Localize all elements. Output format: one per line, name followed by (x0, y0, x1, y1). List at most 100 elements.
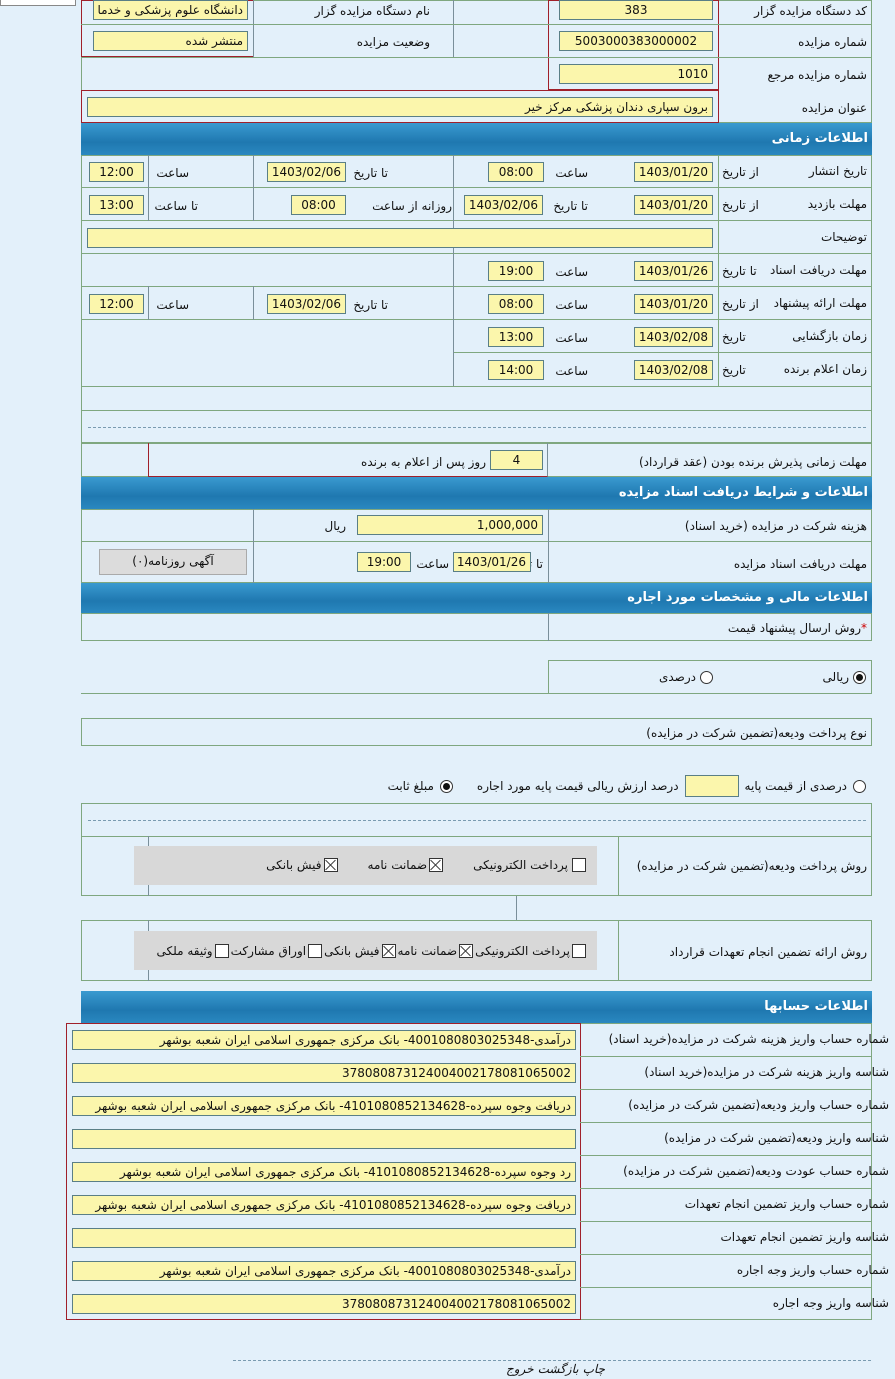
publish-to-date[interactable]: 1403/02/06 (267, 162, 346, 182)
exit-link[interactable]: خروج (506, 1362, 534, 1376)
publish-to-time[interactable]: 12:00 (89, 162, 144, 182)
account-row-value[interactable]: رد وجوه سپرده-4101080852134628- بانک مرک… (72, 1162, 576, 1182)
visit-to-date[interactable]: 1403/02/06 (464, 195, 543, 215)
account-row-value[interactable]: درآمدی-4001080803025348- بانک مرکزی جمهو… (72, 1030, 576, 1050)
divider (253, 0, 254, 57)
divider (81, 187, 872, 188)
percent-base-field[interactable] (684, 775, 739, 797)
account-row-value[interactable]: درآمدی-4001080803025348- بانک مرکزی جمهو… (72, 1261, 576, 1281)
footer-separator (233, 1360, 871, 1361)
offers-to-date[interactable]: 1403/02/06 (267, 294, 346, 314)
offers-from-date[interactable]: 1403/01/20 (634, 294, 713, 314)
required-marker: * (861, 621, 867, 635)
offers-label-cell: مهلت ارائه پیشنهاد از تاریخ (719, 287, 872, 320)
divider (580, 1221, 872, 1222)
percent-base-desc: درصد ارزش ریالی قیمت پایه مورد اجاره (476, 779, 679, 793)
account-row-value[interactable] (72, 1228, 576, 1248)
offers-from-time[interactable]: 08:00 (488, 294, 544, 314)
deposit-guarantee[interactable]: ضمانت نامه (368, 857, 444, 873)
divider (580, 1122, 872, 1123)
publish-time-label: ساعت (555, 166, 588, 180)
section-header-time: اطلاعات زمانی (81, 123, 872, 155)
time-panel (81, 155, 872, 443)
divider (580, 1287, 872, 1288)
docs-time2[interactable]: 19:00 (357, 552, 411, 572)
deposit-electronic[interactable]: پرداخت الکترونیکی (473, 857, 586, 873)
opening-label: زمان بازگشایی (792, 329, 867, 343)
rial-option[interactable]: ریالی (823, 669, 866, 685)
docs-to-date[interactable]: 1403/01/26 (634, 261, 713, 281)
status-field[interactable]: منتشر شده (93, 31, 248, 51)
notes-label-cell: توضیحات (719, 221, 872, 254)
print-link[interactable]: چاپ (582, 1362, 605, 1376)
checkbox[interactable] (459, 944, 474, 958)
winner-date-label: تاریخ (722, 362, 746, 377)
accept-days-field[interactable]: 4 (490, 450, 543, 470)
publish-from-time[interactable]: 08:00 (488, 162, 544, 182)
opening-time-label: ساعت (555, 331, 588, 345)
account-row-label: شماره حساب واریز هزینه شرکت در مزایده(خر… (608, 1032, 889, 1046)
docs-time[interactable]: 19:00 (488, 261, 544, 281)
checkbox[interactable] (572, 944, 586, 958)
account-row-value[interactable]: دریافت وجوه سپرده-4101080852134628- بانک… (72, 1195, 576, 1215)
auction-number-field[interactable]: 5003000383000002 (559, 31, 713, 51)
divider (580, 1254, 872, 1255)
account-row-value[interactable]: دریافت وجوه سپرده-4101080852134628- بانک… (72, 1096, 576, 1116)
docs-to2-date[interactable]: 1403/01/26 (453, 552, 531, 572)
visit-from-date[interactable]: 1403/01/20 (634, 195, 713, 215)
divider (81, 386, 872, 387)
newspaper-ad-button[interactable]: آگهی روزنامه(۰) (99, 549, 247, 575)
rial-label: ریالی (822, 670, 849, 684)
accept-label: مهلت زمانی پذیرش برنده بودن (عقد قرارداد… (638, 455, 867, 469)
guarantee-method-label: روش ارائه تضمین انجام تعهدات قرارداد (669, 945, 867, 959)
title-cell (81, 90, 719, 123)
account-row-value[interactable]: 378080873124004002178081065002 (72, 1294, 576, 1314)
account-row-value[interactable] (72, 1129, 576, 1149)
account-row-label: شماره حساب واریز ودیعه(تضمین شرکت در مزا… (628, 1098, 889, 1112)
checkbox-label: پرداخت الکترونیکی (475, 944, 570, 958)
winner-date[interactable]: 1403/02/08 (634, 360, 713, 380)
checkbox[interactable] (323, 858, 338, 872)
percent-base-radio[interactable] (853, 779, 866, 793)
divider (81, 253, 872, 254)
opening-date[interactable]: 1403/02/08 (634, 327, 713, 347)
guarantee-methods: پرداخت الکترونیکی ضمانت نامه فیش بانکی ا… (157, 943, 586, 959)
offers-time-label: ساعت (555, 298, 588, 312)
org-name-label: نام دستگاه مزایده گزار (314, 4, 430, 18)
guarantee-method-group (134, 931, 597, 970)
percent-base-label: درصدی از قیمت پایه (744, 779, 847, 793)
deposit-amount-options: درصدی از قیمت پایه درصد ارزش ریالی قیمت … (388, 775, 866, 797)
deposit-type-row (81, 718, 872, 746)
reference-number-field[interactable]: 1010 (559, 64, 713, 84)
auction-title-field[interactable]: برون سپاری دندان پزشکی مرکز خیر (87, 97, 713, 117)
price-percent-cell (81, 660, 549, 694)
account-row-value[interactable]: 378080873124004002178081065002 (72, 1063, 576, 1083)
percent-radio[interactable] (700, 670, 713, 684)
notes-field[interactable] (87, 228, 713, 248)
org-name-field[interactable]: دانشگاه علوم پزشکی و خدما (93, 0, 248, 20)
winner-time[interactable]: 14:00 (488, 360, 544, 380)
checkbox[interactable] (572, 858, 586, 872)
rial-radio[interactable] (853, 670, 866, 684)
divider (253, 509, 254, 583)
percent-option[interactable]: درصدی (659, 669, 713, 685)
publish-time2-label: ساعت (156, 166, 189, 180)
price-rial-cell (548, 660, 872, 694)
opening-time[interactable]: 13:00 (488, 327, 544, 347)
visit-daily-time[interactable]: 08:00 (291, 195, 346, 215)
offers-to-time[interactable]: 12:00 (89, 294, 144, 314)
org-code-field[interactable]: 383 (559, 0, 713, 20)
checkbox[interactable] (214, 944, 229, 958)
deposit-bank-slip[interactable]: فیش بانکی (266, 857, 338, 873)
fixed-amount-radio[interactable] (439, 779, 453, 793)
fee-field[interactable]: 1,000,000 (357, 515, 543, 535)
publish-from-date[interactable]: 1403/01/20 (634, 162, 713, 182)
price-method-label: *روش ارسال پیشنهاد قیمت (728, 620, 867, 636)
checkbox[interactable] (381, 944, 396, 958)
back-link[interactable]: بازگشت (537, 1362, 579, 1376)
checkbox[interactable] (429, 858, 444, 872)
deposit-method-label: روش پرداخت ودیعه(تضمین شرکت در مزایده) (636, 859, 867, 873)
visit-until-time[interactable]: 13:00 (89, 195, 144, 215)
checkbox[interactable] (308, 944, 323, 958)
divider (580, 1056, 872, 1057)
